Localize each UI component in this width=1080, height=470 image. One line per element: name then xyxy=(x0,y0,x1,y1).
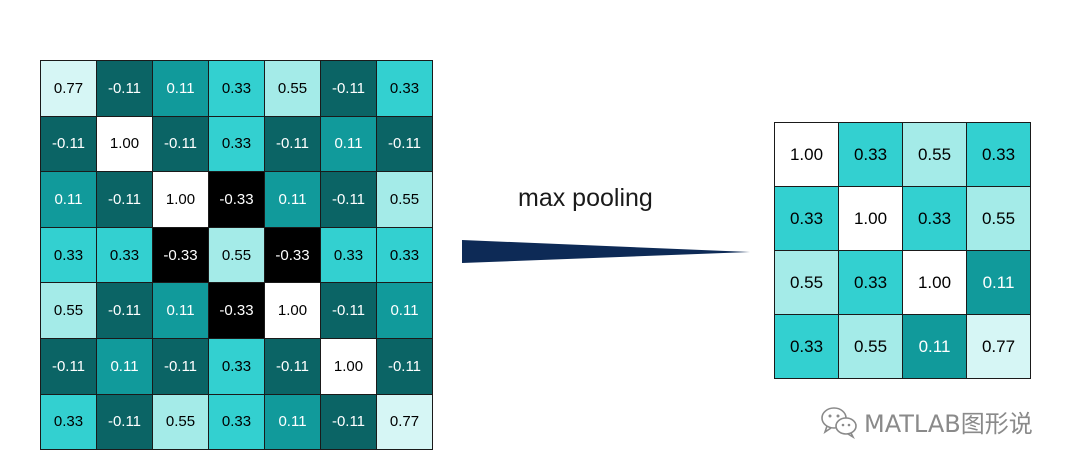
input-grid-cell: 0.33 xyxy=(321,227,376,283)
input-grid-cell: -0.33 xyxy=(209,172,264,227)
input-grid-cell: 0.11 xyxy=(153,61,208,116)
input-grid-cell: -0.11 xyxy=(321,394,376,450)
input-grid-cell: -0.33 xyxy=(209,283,264,338)
input-grid-cell: -0.11 xyxy=(377,338,432,394)
input-grid-cell: 0.77 xyxy=(377,394,432,450)
input-grid-cell: 0.33 xyxy=(209,394,264,450)
input-grid-cell: 0.55 xyxy=(209,227,264,283)
input-grid-cell: 0.11 xyxy=(321,116,376,172)
input-grid-cell: 0.55 xyxy=(377,172,432,227)
input-grid-cell: 0.33 xyxy=(209,61,264,116)
output-grid-cell: 0.33 xyxy=(903,187,966,250)
input-grid-cell: 0.55 xyxy=(265,61,320,116)
input-grid-cell: 1.00 xyxy=(321,338,376,394)
wechat-icon xyxy=(821,406,857,439)
input-grid-cell: 1.00 xyxy=(97,116,152,172)
input-grid-cell: 0.11 xyxy=(265,172,320,227)
input-grid-cell: -0.33 xyxy=(153,227,208,283)
input-feature-map: 0.77 -0.11 0.11 0.33 0.55 -0.11 0.33 -0.11 1.00-… xyxy=(40,60,433,451)
input-grid-cell: 0.11 xyxy=(265,394,320,450)
watermark-text: MATLAB图形说 xyxy=(864,410,1033,438)
input-grid-cell: 1.00 xyxy=(265,283,320,338)
input-grid-cell: 0.33 xyxy=(41,394,96,450)
input-grid-cell: 0.77 xyxy=(41,61,96,116)
input-grid-cell: 0.33 xyxy=(377,227,432,283)
input-grid-cell: -0.11 xyxy=(41,338,96,394)
input-grid-cell: -0.33 xyxy=(265,227,320,283)
input-grid-cell: 0.33 xyxy=(377,61,432,116)
input-grid-cell: -0.11 xyxy=(265,116,320,172)
input-grid-cell: -0.11 xyxy=(97,172,152,227)
input-grid-cell: -0.11 xyxy=(321,172,376,227)
input-grid-cell: 0.11 xyxy=(377,283,432,338)
input-grid-cell: 0.11 xyxy=(97,338,152,394)
input-grid-cell: 0.11 xyxy=(41,172,96,227)
input-grid-cell: 0.11 xyxy=(153,283,208,338)
watermark: MATLAB图形说 xyxy=(820,404,1033,439)
output-grid-cell: 0.33 xyxy=(775,187,838,250)
output-grid-cell: 0.33 xyxy=(775,315,838,378)
input-grid-cell: -0.11 xyxy=(265,338,320,394)
output-grid-cell: 0.33 xyxy=(839,123,902,186)
input-grid-cell: 0.33 xyxy=(41,227,96,283)
input-grid-cell: -0.11 xyxy=(41,116,96,172)
output-grid-cell: 1.00 xyxy=(839,187,902,250)
input-grid-cell: -0.11 xyxy=(97,394,152,450)
output-grid-cell: 0.11 xyxy=(967,251,1030,314)
pooled-feature-map: 1.00 0.33 0.55 0.33 0.33 1.00 0.33 0.55 0.55 0.33… xyxy=(774,122,1031,379)
input-grid-cell: 0.33 xyxy=(209,338,264,394)
pooling-arrow xyxy=(462,240,750,263)
output-grid-cell: 0.55 xyxy=(775,251,838,314)
output-grid-cell: 0.55 xyxy=(903,123,966,186)
input-grid-cell: -0.11 xyxy=(153,338,208,394)
output-grid-cell: 0.55 xyxy=(839,315,902,378)
output-grid-cell: 0.77 xyxy=(967,315,1030,378)
input-grid-cell: -0.11 xyxy=(377,116,432,172)
input-grid-cell: -0.11 xyxy=(321,61,376,116)
input-grid-cell: 0.33 xyxy=(97,227,152,283)
output-grid-cell: 1.00 xyxy=(775,123,838,186)
input-grid-cell: -0.11 xyxy=(321,283,376,338)
max-pooling-label: max pooling xyxy=(518,184,653,212)
output-grid-cell: 0.33 xyxy=(839,251,902,314)
input-grid-cell: -0.11 xyxy=(97,283,152,338)
output-grid-cell: 0.11 xyxy=(903,315,966,378)
input-grid-cell: 1.00 xyxy=(153,172,208,227)
output-grid-cell: 0.33 xyxy=(967,123,1030,186)
input-grid-cell: -0.11 xyxy=(153,116,208,172)
arrow-shape xyxy=(462,240,750,263)
output-grid-cell: 0.55 xyxy=(967,187,1030,250)
input-grid-cell: 0.55 xyxy=(153,394,208,450)
input-grid-cell: 0.55 xyxy=(41,283,96,338)
output-grid-cell: 1.00 xyxy=(903,251,966,314)
input-grid-cell: 0.33 xyxy=(209,116,264,172)
input-grid-cell: -0.11 xyxy=(97,61,152,116)
